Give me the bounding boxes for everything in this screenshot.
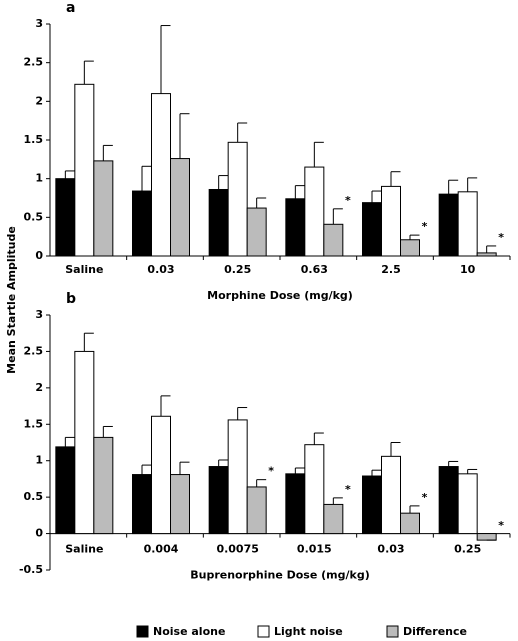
bar [304,444,325,535]
bar [132,474,152,535]
bar [400,239,420,257]
x-tick-label: 0.63 [301,263,328,276]
y-tick-label: 1.5 [24,133,44,146]
bar [208,188,229,257]
bar [457,473,478,535]
y-tick-label: 1 [35,454,43,467]
bar [362,202,382,257]
y-tick-label: 2 [35,381,43,394]
legend-swatch [386,625,399,638]
bar [132,190,152,257]
significance-marker: * [422,491,428,504]
bar [476,533,497,541]
legend-swatch [257,625,270,638]
bar [93,160,114,257]
bar [323,223,344,257]
y-tick-label: 0 [35,249,43,262]
y-tick-label: 1 [35,172,43,185]
x-tick-label: 0.03 [377,543,404,556]
y-tick-label: 0.5 [24,490,44,503]
bar [208,466,229,535]
y-tick-label: 1.5 [24,417,44,430]
bar [285,198,306,257]
bar [362,475,382,535]
x-tick-label: Saline [65,543,103,556]
x-tick-label: 0.004 [144,543,179,556]
bar [457,191,478,257]
bar [170,474,190,535]
x-tick-label: 10 [460,263,476,276]
x-tick-label: 0.0075 [216,543,258,556]
legend-label: Difference [403,625,467,638]
x-tick-label: 0.03 [147,263,174,276]
bar [74,350,95,535]
bar [170,158,190,257]
bar [476,252,497,257]
bar [381,455,401,535]
significance-marker: * [345,483,351,496]
x-tick-label: 0.25 [224,263,251,276]
bar [400,512,420,535]
bar [151,93,171,257]
y-axis-label: Mean Startle Amplitude [5,226,18,374]
y-tick-label: -0.5 [19,563,43,576]
x-tick-label: 2.5 [381,263,401,276]
bar [304,166,325,257]
y-tick-label: 2.5 [24,56,44,69]
legend-label: Light noise [274,625,343,638]
bar [323,503,344,535]
significance-marker: * [268,465,274,478]
bar [55,446,76,535]
panel-label: b [66,291,76,307]
bar [93,436,114,535]
y-tick-label: 2.5 [24,344,44,357]
panel-label: a [66,0,75,16]
y-tick-label: 3 [35,17,43,30]
legend-label: Noise alone [153,625,225,638]
bar [55,178,76,257]
bar [151,415,171,535]
bar [381,185,401,257]
x-tick-label: Saline [65,263,103,276]
y-tick-label: 3 [35,308,43,321]
y-tick-label: 0 [35,527,43,540]
significance-marker: * [498,231,504,244]
significance-marker: * [498,519,504,532]
bar [246,486,267,535]
bar [227,419,248,535]
x-tick-label: 0.25 [454,543,481,556]
bar [74,83,95,257]
legend-swatch [136,625,149,638]
x-axis-label: Buprenorphine Dose (mg/kg) [190,569,370,582]
bar [246,207,267,257]
bar [438,193,459,257]
bar [227,141,248,257]
bar [438,466,459,535]
significance-marker: * [345,194,351,207]
x-axis-label: Morphine Dose (mg/kg) [207,289,353,302]
y-tick-label: 2 [35,94,43,107]
y-tick-label: 0.5 [24,210,44,223]
x-tick-label: 0.015 [297,543,332,556]
bar [285,473,306,535]
significance-marker: * [422,220,428,233]
